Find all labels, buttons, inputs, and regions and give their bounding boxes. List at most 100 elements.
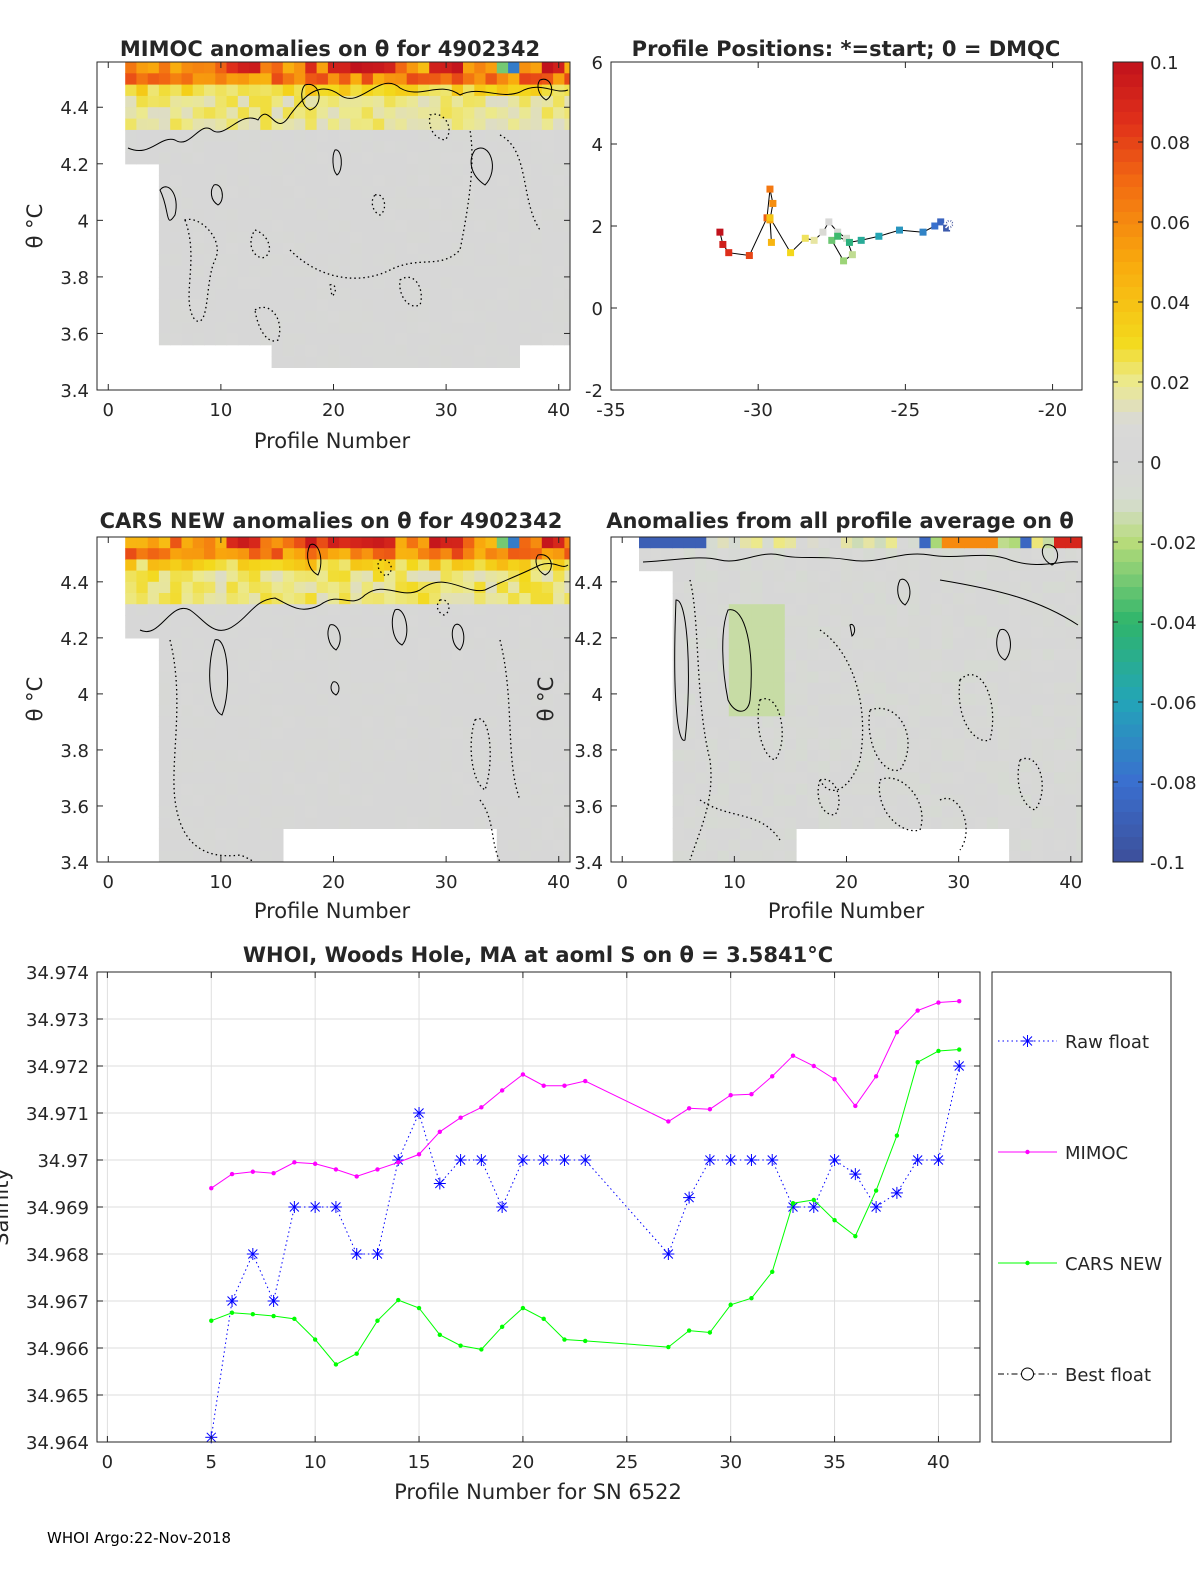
- heatmap-cell: [762, 615, 775, 628]
- heatmap-cell: [706, 783, 719, 796]
- heatmap-cell: [541, 310, 554, 323]
- heatmap-cell: [796, 559, 808, 572]
- heatmap-cell: [553, 727, 565, 740]
- heatmap-cell: [418, 276, 430, 289]
- heatmap-cell: [237, 581, 250, 594]
- heatmap-cell: [384, 761, 397, 773]
- heatmap-cell: [1020, 581, 1033, 594]
- heatmap-cell: [429, 322, 442, 334]
- heatmap-cell: [1054, 705, 1066, 717]
- heatmap-cell: [350, 705, 363, 717]
- heatmap-cell: [170, 570, 183, 583]
- heatmap-cell: [372, 570, 385, 583]
- heatmap-cell: [418, 727, 430, 740]
- heatmap-cell: [496, 163, 509, 176]
- heatmap-cell: [740, 806, 752, 818]
- heatmap-cell: [519, 254, 532, 267]
- heatmap-cell: [350, 548, 363, 560]
- heatmap-cell: [829, 705, 842, 717]
- heatmap-cell: [751, 570, 763, 583]
- colorbar-step: [1113, 799, 1143, 813]
- x-tick-label: 35: [823, 1452, 846, 1473]
- heatmap-cell: [975, 626, 988, 639]
- heatmap-cell: [440, 107, 453, 120]
- heatmap-cell: [519, 197, 532, 210]
- heatmap-cell: [237, 828, 250, 841]
- profile-position-point: [810, 236, 818, 244]
- heatmap-cell: [541, 660, 554, 673]
- salinity-axes: 0 5 10 15 20 25 30 35 4034.96434.96534.96634.967…: [26, 963, 980, 1473]
- heatmap-cell: [474, 333, 487, 346]
- heatmap-cell: [975, 637, 988, 650]
- heatmap-cell: [897, 626, 909, 639]
- heatmap-cell: [784, 738, 797, 751]
- heatmap-cell: [564, 828, 570, 841]
- heatmap-cell: [339, 62, 351, 74]
- heatmap-cell: [672, 705, 685, 717]
- heatmap-cell: [294, 141, 306, 154]
- data-point: [894, 1133, 900, 1138]
- heatmap-cell: [485, 716, 498, 729]
- heatmap-cell: [181, 615, 194, 628]
- heatmap-cell: [158, 152, 171, 165]
- heatmap-cell: [158, 231, 171, 244]
- heatmap-cell: [840, 682, 853, 695]
- heatmap-cell: [418, 593, 430, 605]
- heatmap-cell: [147, 581, 160, 594]
- data-point: [832, 1217, 837, 1223]
- heatmap-cell: [485, 310, 498, 323]
- heatmap-cell: [519, 548, 532, 560]
- heatmap-cell: [683, 705, 696, 717]
- heatmap-cell: [1076, 794, 1082, 807]
- cars-anomaly-panel: 0 10 20 30 403.43.63.844.24.4: [60, 536, 571, 893]
- heatmap-cell: [818, 738, 831, 751]
- heatmap-cell: [260, 209, 273, 221]
- heatmap-cell: [852, 660, 864, 673]
- heatmap-cell: [429, 107, 442, 120]
- heatmap-cell: [564, 738, 570, 751]
- data-point: [541, 1083, 546, 1088]
- heatmap-cell: [897, 794, 909, 807]
- heatmap-cell: [474, 682, 487, 695]
- heatmap-cell: [683, 828, 696, 841]
- heatmap-cell: [1042, 761, 1055, 773]
- heatmap-cell: [496, 783, 509, 796]
- heatmap-cell: [361, 817, 374, 829]
- heatmap-cell: [818, 806, 831, 818]
- heatmap-cell: [192, 220, 205, 233]
- y-tick-label: 3.6: [574, 797, 603, 818]
- heatmap-cell: [282, 660, 295, 673]
- heatmap-cell: [226, 107, 239, 120]
- heatmap-cell: [372, 772, 385, 785]
- heatmap-cell: [316, 175, 329, 187]
- heatmap-cell: [170, 265, 183, 278]
- heatmap-cell: [463, 129, 475, 142]
- heatmap-cell: [282, 559, 295, 572]
- heatmap-cell: [975, 570, 988, 583]
- heatmap-cell: [294, 254, 306, 267]
- heatmap-cell: [147, 107, 160, 120]
- heatmap-cell: [474, 604, 487, 616]
- heatmap-cell: [271, 671, 284, 684]
- heatmap-cell: [496, 129, 509, 142]
- colorbar-step: [1113, 737, 1143, 750]
- heatmap-cell: [1054, 604, 1066, 616]
- heatmap-cell: [964, 548, 977, 560]
- heatmap-cell: [1042, 581, 1055, 594]
- heatmap-cell: [496, 637, 509, 650]
- heatmap-cell: [294, 761, 306, 773]
- heatmap-cell: [271, 333, 284, 346]
- heatmap-cell: [316, 197, 329, 210]
- heatmap-cell: [897, 682, 909, 695]
- heatmap-cell: [773, 649, 786, 661]
- heatmap-cell: [237, 559, 250, 572]
- heatmap-cell: [1020, 626, 1033, 639]
- legend-entry: Best float: [998, 1365, 1151, 1386]
- profile-position-point: [819, 228, 827, 236]
- heatmap-cell: [1031, 637, 1044, 650]
- heatmap-cell: [294, 288, 306, 301]
- heatmap-cell: [728, 581, 741, 594]
- heatmap-cell: [953, 794, 965, 807]
- colorbar-step: [1113, 149, 1143, 163]
- heatmap-cell: [215, 107, 228, 120]
